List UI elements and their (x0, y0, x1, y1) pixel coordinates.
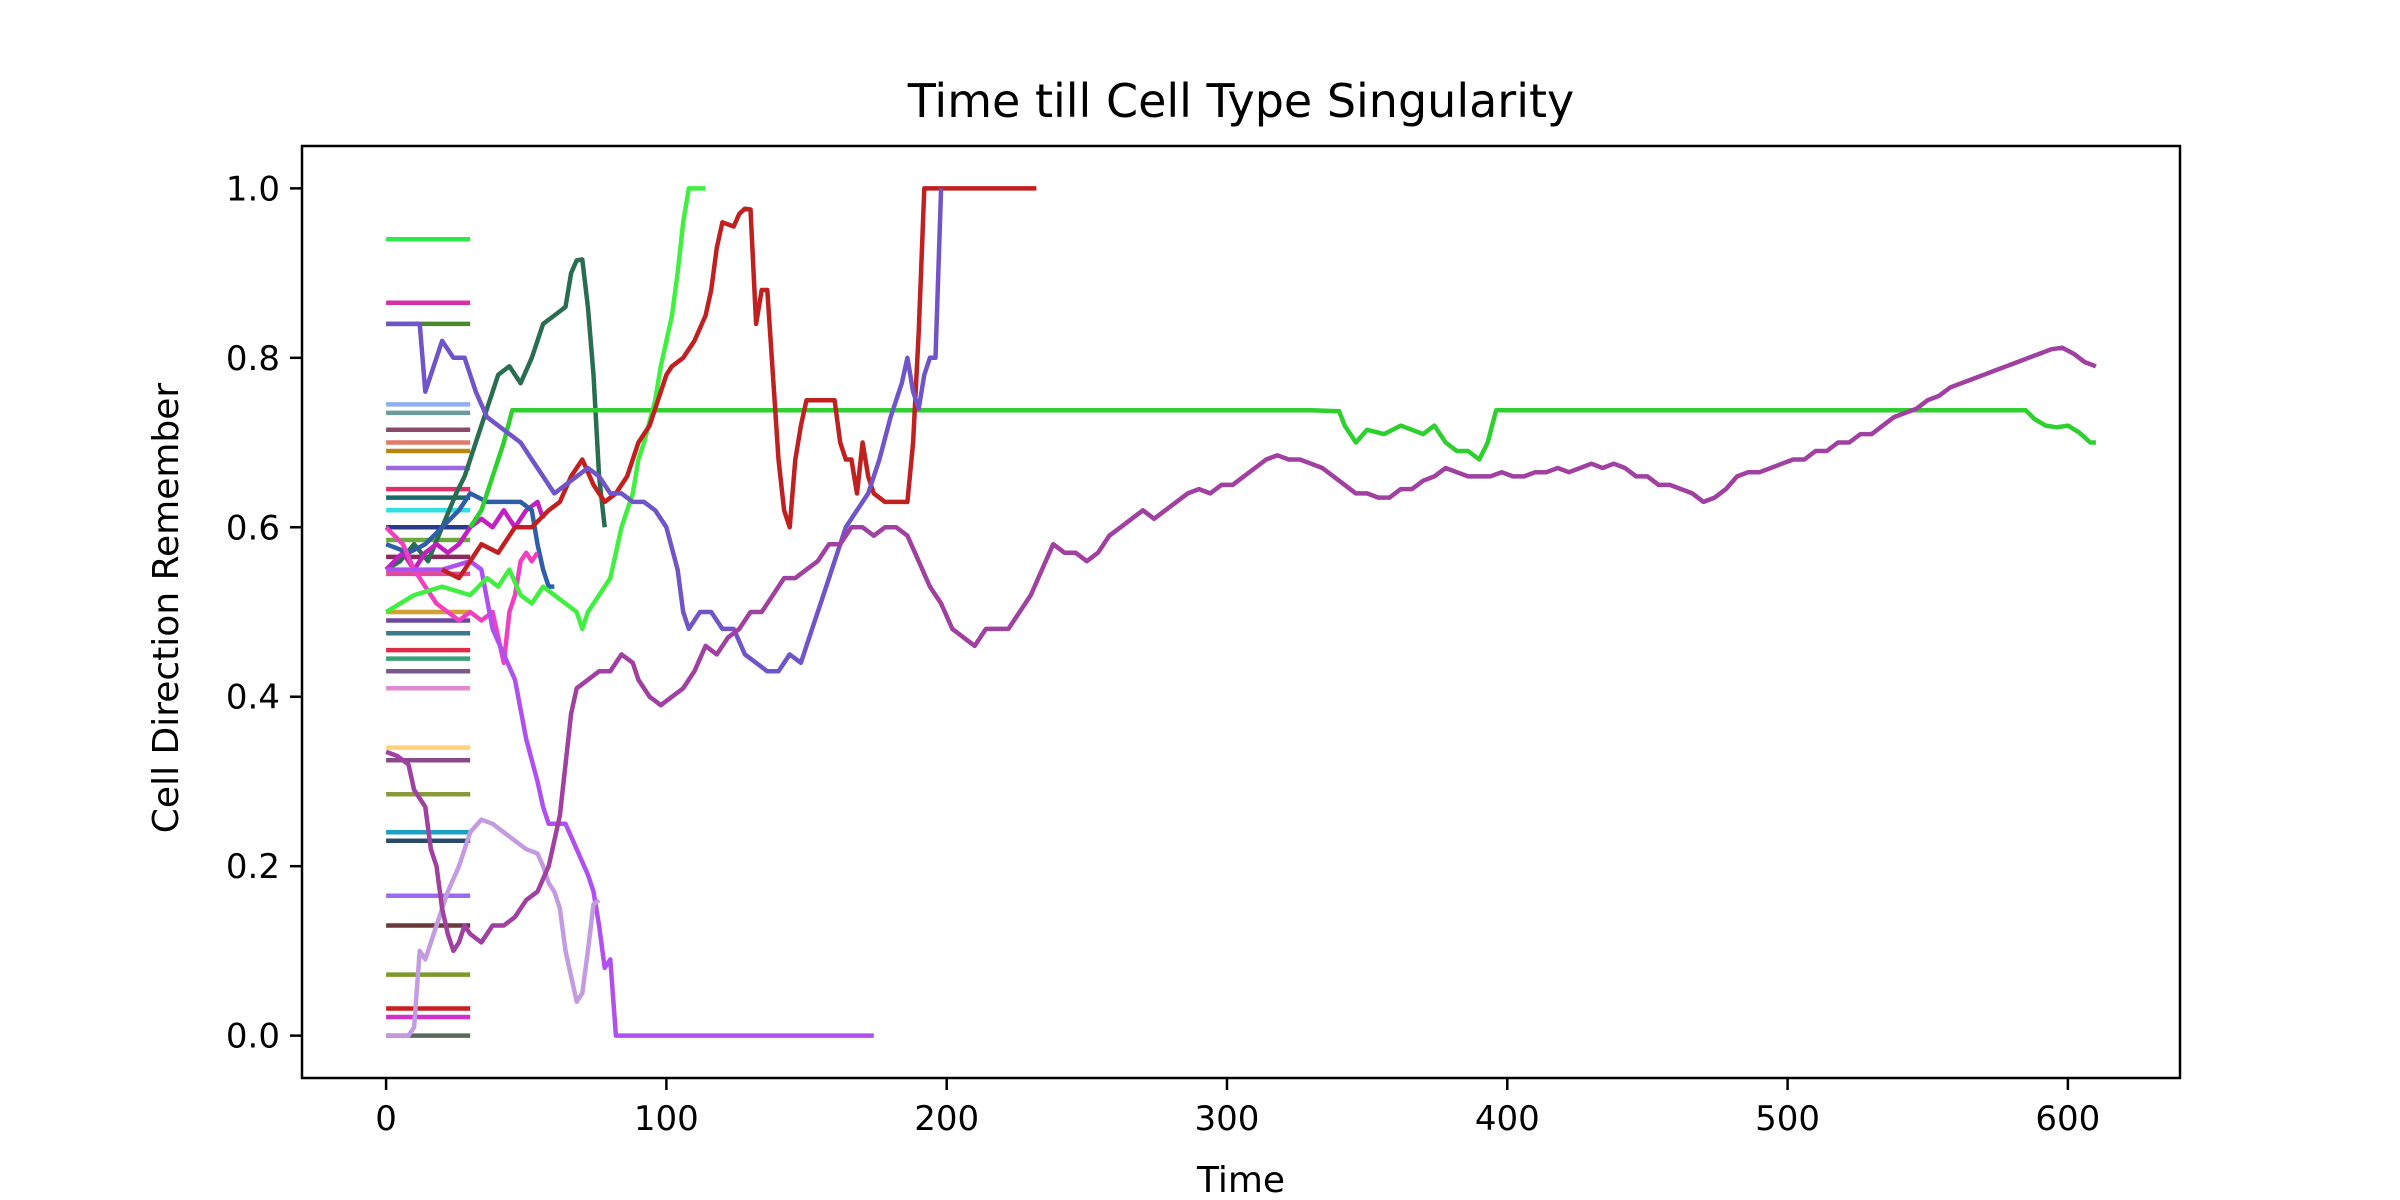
series-line-38 (384, 525, 540, 666)
series-line-39 (386, 558, 874, 1038)
series-line-35 (384, 257, 607, 572)
ticks-layer: 0 100 200 300 400 500 600 0.0 0.2 0.4 0.6 0.8 1.0 (226, 169, 2100, 1139)
x-tick-label: 0 (375, 1099, 397, 1139)
series-line-40 (386, 817, 601, 1038)
series-layer (384, 186, 2097, 1038)
y-tick-label: 0.0 (226, 1017, 280, 1057)
y-tick-label: 1.0 (226, 169, 280, 209)
plot-area-frame (300, 144, 2182, 1080)
series-line-45 (385, 345, 2097, 954)
x-tick-label: 100 (634, 1099, 699, 1139)
x-axis-label: Time (1196, 1160, 1285, 1200)
y-tick-label: 0.6 (226, 508, 280, 548)
series-line-44 (386, 188, 944, 674)
series-line-42 (384, 186, 706, 632)
series-line-41 (468, 408, 2096, 529)
series-line-37 (385, 491, 555, 589)
x-tick-label: 500 (1755, 1099, 1820, 1139)
x-tick-label: 300 (1195, 1099, 1260, 1139)
chart-title: Time till Cell Type Singularity (907, 74, 1574, 128)
y-axis-label: Cell Direction Remember (146, 383, 187, 834)
x-tick-label: 400 (1475, 1099, 1540, 1139)
x-tick-label: 600 (2035, 1099, 2100, 1139)
y-tick-label: 0.8 (226, 339, 280, 379)
x-tick-label: 200 (914, 1099, 979, 1139)
y-tick-label: 0.4 (226, 678, 280, 718)
y-tick-label: 0.2 (226, 847, 280, 887)
series-line-43 (441, 186, 1037, 581)
